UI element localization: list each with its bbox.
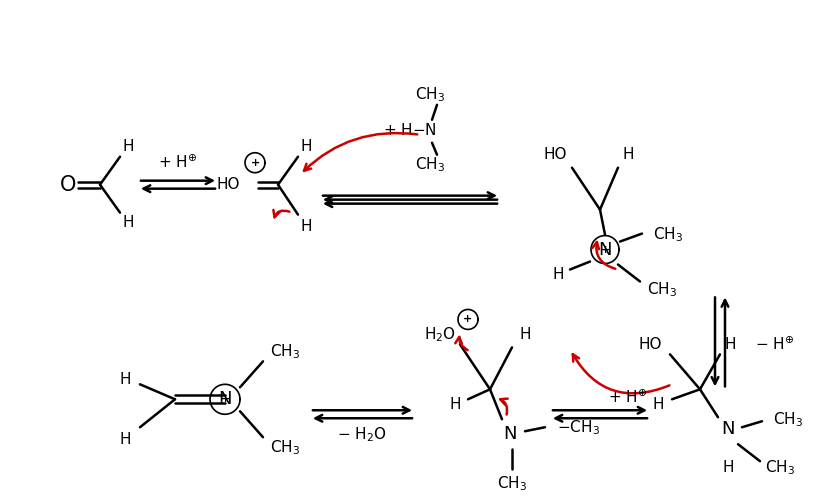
Text: H: H — [722, 460, 734, 475]
Text: N: N — [503, 425, 517, 443]
Text: CH$_3$: CH$_3$ — [773, 410, 803, 429]
Text: N: N — [722, 420, 735, 438]
Text: +: + — [220, 394, 229, 404]
Text: CH$_3$: CH$_3$ — [270, 438, 300, 456]
Text: H: H — [119, 432, 131, 447]
Text: N: N — [598, 241, 612, 258]
Text: +: + — [464, 314, 473, 324]
Text: H: H — [300, 139, 312, 154]
Text: + H$^{\oplus}$: + H$^{\oplus}$ — [608, 389, 648, 406]
Text: N: N — [218, 390, 232, 408]
Text: +: + — [250, 158, 260, 168]
Text: + H$^{\oplus}$: + H$^{\oplus}$ — [159, 154, 197, 171]
Text: +: + — [601, 245, 610, 254]
Text: $-$ H$_2$O: $-$ H$_2$O — [337, 425, 386, 443]
Text: CH$_3$: CH$_3$ — [765, 458, 795, 477]
Text: HO: HO — [638, 337, 662, 352]
Text: $-$CH$_3$: $-$CH$_3$ — [557, 418, 600, 436]
Text: H: H — [123, 215, 134, 230]
Text: H: H — [552, 267, 564, 282]
Text: $-$ H$^{\oplus}$: $-$ H$^{\oplus}$ — [755, 336, 794, 353]
Text: H: H — [119, 372, 131, 387]
Text: CH$_3$: CH$_3$ — [647, 280, 677, 299]
Text: HO: HO — [543, 147, 567, 162]
Text: CH$_3$: CH$_3$ — [415, 85, 445, 104]
Text: O: O — [60, 175, 76, 194]
Text: H: H — [652, 397, 664, 412]
Text: HO: HO — [217, 177, 240, 192]
Text: H: H — [300, 219, 312, 234]
Text: CH$_3$: CH$_3$ — [653, 225, 683, 244]
Text: H: H — [519, 327, 531, 342]
Text: + H$-$N: + H$-$N — [383, 122, 437, 138]
Text: H$_2$O: H$_2$O — [424, 325, 456, 344]
Text: H: H — [123, 139, 134, 154]
Text: H: H — [449, 397, 461, 412]
Text: CH$_3$: CH$_3$ — [415, 155, 445, 174]
Text: H: H — [622, 147, 633, 162]
Text: H: H — [724, 337, 736, 352]
Text: CH$_3$: CH$_3$ — [270, 342, 300, 361]
Text: CH$_3$: CH$_3$ — [497, 475, 527, 494]
